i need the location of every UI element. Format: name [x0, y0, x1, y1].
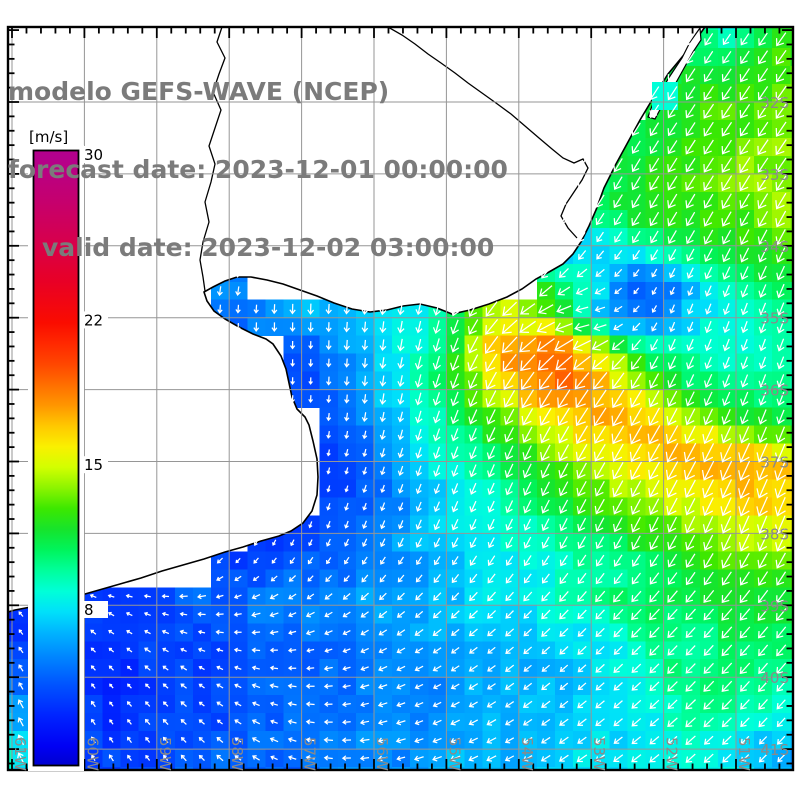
colorbar-tick-label: 30 — [84, 146, 103, 164]
colorbar-tick-chip — [82, 456, 108, 474]
lat-tick-label: 35S — [760, 310, 789, 328]
lagoon-water — [652, 82, 678, 110]
plot-frame — [6, 25, 795, 772]
colorbar: [m/s] 30 22 15 8 — [28, 128, 108, 771]
colorbar-tick-label: 8 — [84, 601, 94, 619]
lat-tick-label: 40S — [760, 669, 789, 687]
lon-tick-label: 60W — [83, 737, 101, 771]
lon-tick-label: 53W — [590, 737, 608, 771]
lon-tick-label: 57W — [301, 737, 319, 771]
lon-tick-label: 56W — [373, 737, 391, 771]
lon-tick-label: 61W — [11, 737, 29, 771]
lat-tick-label: 41S — [760, 741, 789, 759]
lon-tick-label: 52W — [663, 737, 681, 771]
graticule — [8, 27, 793, 770]
lon-tick-label: 59W — [156, 737, 174, 771]
colorbar-tick-chip — [82, 601, 108, 618]
axis-labels: 61W 60W 59W 58W 57W 56W 55W 54W 53W 52W 51W 32S 33S 3… — [11, 94, 789, 771]
lon-tick-label: 58W — [228, 737, 246, 771]
lon-tick-label: 55W — [445, 737, 463, 771]
country-border — [387, 27, 589, 239]
colorbar-tick-label: 22 — [84, 311, 103, 329]
lat-tick-label: 36S — [760, 382, 789, 400]
colorbar-tick-chip — [82, 146, 108, 163]
colorbar-tick-chip — [82, 311, 108, 329]
lat-tick-label: 33S — [760, 166, 789, 184]
lat-tick-label: 32S — [760, 94, 789, 112]
land-layer — [8, 27, 706, 613]
lon-tick-label: 54W — [518, 737, 536, 771]
colorbar-unit-label: [m/s] — [29, 128, 68, 146]
colorbar-tick-label: 15 — [84, 456, 103, 474]
lat-tick-label: 37S — [760, 454, 789, 472]
lon-tick-label: 51W — [735, 737, 753, 771]
lat-tick-label: 39S — [760, 597, 789, 615]
uruguay-river — [199, 27, 226, 292]
colorbar-gradient — [34, 151, 78, 765]
lat-tick-label: 38S — [760, 525, 789, 543]
lat-tick-label: 34S — [760, 238, 789, 256]
wind-arrows-layer — [17, 32, 787, 764]
